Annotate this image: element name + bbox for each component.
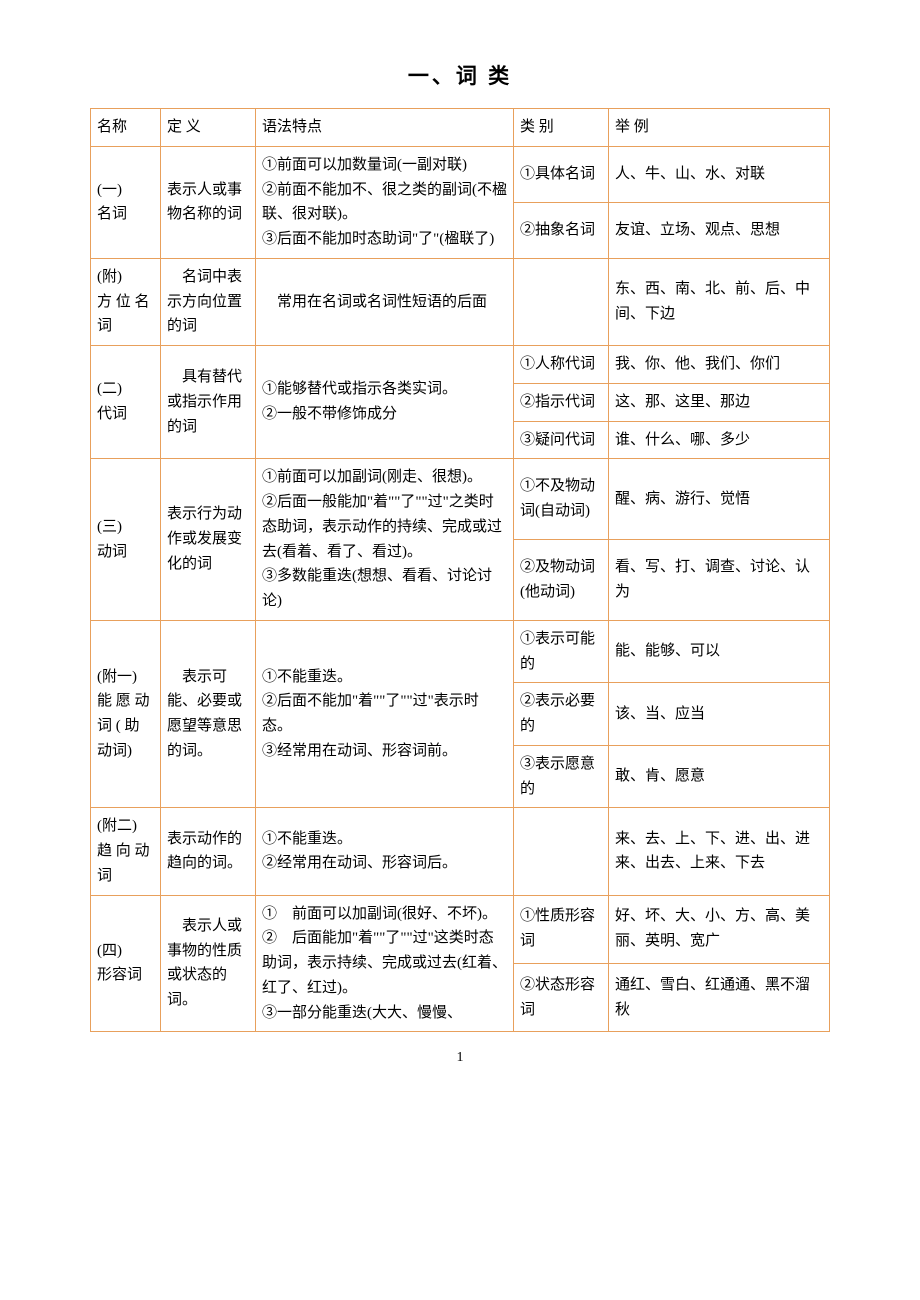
table-row: (三)动词表示行为动作或发展变化的词①前面可以加副词(刚走、很想)。②后面一般能… xyxy=(91,459,830,540)
col-header-grammar: 语法特点 xyxy=(256,109,514,147)
cell-name: (二)代词 xyxy=(91,346,161,459)
cell-example: 该、当、应当 xyxy=(609,683,830,746)
word-class-table: 名称 定 义 语法特点 类 别 举 例 (一)名词表示人或事物名称的词①前面可以… xyxy=(90,108,830,1032)
cell-category: ③疑问代词 xyxy=(514,421,609,459)
cell-example: 来、去、上、下、进、出、进来、出去、上来、下去 xyxy=(609,808,830,895)
table-row: (一)名词表示人或事物名称的词①前面可以加数量词(一副对联)②前面不能加不、很之… xyxy=(91,146,830,202)
table-header-row: 名称 定 义 语法特点 类 别 举 例 xyxy=(91,109,830,147)
cell-grammar: ①能够替代或指示各类实词。②一般不带修饰成分 xyxy=(256,346,514,459)
cell-category: ①性质形容词 xyxy=(514,895,609,963)
cell-name: (四)形容词 xyxy=(91,895,161,1032)
cell-grammar: ① 前面可以加副词(很好、不坏)。② 后面能加"着""了""过"这类时态助词，表… xyxy=(256,895,514,1032)
cell-category: ②抽象名词 xyxy=(514,202,609,258)
cell-name: (三)动词 xyxy=(91,459,161,621)
col-header-name: 名称 xyxy=(91,109,161,147)
cell-definition: 表示行为动作或发展变化的词 xyxy=(161,459,256,621)
cell-name: (附一)能 愿 动词 ( 助动词) xyxy=(91,620,161,808)
page-title: 一、词 类 xyxy=(90,60,830,90)
cell-category: ②及物动词(他动词) xyxy=(514,540,609,621)
cell-example: 友谊、立场、观点、思想 xyxy=(609,202,830,258)
table-row: (附二)趋 向 动词表示动作的趋向的词。①不能重迭。②经常用在动词、形容词后。 来… xyxy=(91,808,830,895)
cell-grammar: ①前面可以加数量词(一副对联)②前面不能加不、很之类的副词(不楹联、很对联)。③… xyxy=(256,146,514,258)
cell-example: 好、坏、大、小、方、高、美丽、英明、宽广 xyxy=(609,895,830,963)
cell-name: (附二)趋 向 动词 xyxy=(91,808,161,895)
cell-category: ①具体名词 xyxy=(514,146,609,202)
cell-definition: 名词中表示方向位置的词 xyxy=(161,258,256,345)
cell-grammar: 常用在名词或名词性短语的后面 xyxy=(256,258,514,345)
cell-definition: 具有替代或指示作用的词 xyxy=(161,346,256,459)
cell-category: ②指示代词 xyxy=(514,383,609,421)
cell-name: (附)方 位 名词 xyxy=(91,258,161,345)
cell-grammar: ①不能重迭。②经常用在动词、形容词后。 xyxy=(256,808,514,895)
table-row: (附)方 位 名词 名词中表示方向位置的词 常用在名词或名词性短语的后面 东、西、… xyxy=(91,258,830,345)
cell-example: 看、写、打、调查、讨论、认为 xyxy=(609,540,830,621)
table-row: (四)形容词 表示人或事物的性质或状态的词。① 前面可以加副词(很好、不坏)。②… xyxy=(91,895,830,963)
page-number: 1 xyxy=(90,1050,830,1066)
cell-definition: 表示人或事物的性质或状态的词。 xyxy=(161,895,256,1032)
table-row: (附一)能 愿 动词 ( 助动词) 表示可能、必要或愿望等意思的词。①不能重迭。… xyxy=(91,620,830,683)
cell-definition: 表示可能、必要或愿望等意思的词。 xyxy=(161,620,256,808)
cell-definition: 表示动作的趋向的词。 xyxy=(161,808,256,895)
cell-grammar: ①不能重迭。②后面不能加"着""了""过"表示时态。③经常用在动词、形容词前。 xyxy=(256,620,514,808)
cell-example: 敢、肯、愿意 xyxy=(609,745,830,808)
col-header-category: 类 别 xyxy=(514,109,609,147)
cell-grammar: ①前面可以加副词(刚走、很想)。②后面一般能加"着""了""过"之类时态助词，表… xyxy=(256,459,514,621)
table-row: (二)代词 具有替代或指示作用的词①能够替代或指示各类实词。②一般不带修饰成分①… xyxy=(91,346,830,384)
cell-name: (一)名词 xyxy=(91,146,161,258)
cell-category: ①人称代词 xyxy=(514,346,609,384)
cell-example: 谁、什么、哪、多少 xyxy=(609,421,830,459)
cell-category: ①表示可能的 xyxy=(514,620,609,683)
cell-example: 我、你、他、我们、你们 xyxy=(609,346,830,384)
cell-example: 通红、雪白、红通通、黑不溜秋 xyxy=(609,963,830,1031)
cell-category: ②状态形容词 xyxy=(514,963,609,1031)
cell-definition: 表示人或事物名称的词 xyxy=(161,146,256,258)
cell-category: ②表示必要的 xyxy=(514,683,609,746)
col-header-example: 举 例 xyxy=(609,109,830,147)
cell-example: 人、牛、山、水、对联 xyxy=(609,146,830,202)
cell-category xyxy=(514,808,609,895)
cell-example: 这、那、这里、那边 xyxy=(609,383,830,421)
cell-category: ①不及物动词(自动词) xyxy=(514,459,609,540)
cell-category: ③表示愿意的 xyxy=(514,745,609,808)
cell-example: 醒、病、游行、觉悟 xyxy=(609,459,830,540)
cell-example: 东、西、南、北、前、后、中间、下边 xyxy=(609,258,830,345)
cell-category xyxy=(514,258,609,345)
col-header-def: 定 义 xyxy=(161,109,256,147)
cell-example: 能、能够、可以 xyxy=(609,620,830,683)
